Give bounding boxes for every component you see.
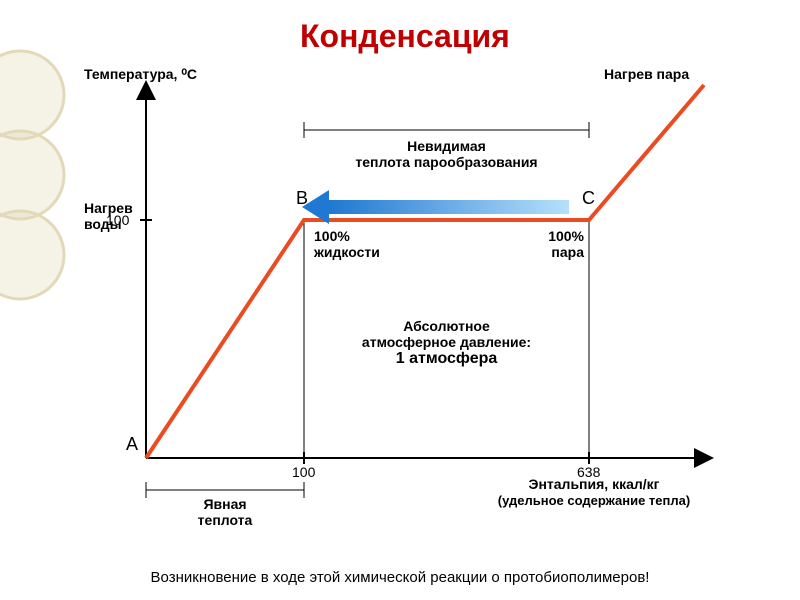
point-c-label: C (582, 188, 595, 209)
sensible-1: Явная (203, 496, 246, 512)
abs-1: Абсолютное (403, 318, 490, 334)
abs-3: 1 атмосфера (396, 350, 498, 367)
y-tick-100-label: 100 (106, 212, 129, 228)
heating-steam-label: Нагрев пара (604, 66, 689, 82)
caption: Возникновение в ходе этой химической реа… (0, 569, 800, 586)
chart-svg (64, 60, 764, 530)
x-axis-title-1: Энтальпия, ккал/кг (529, 476, 660, 492)
sensible-heat-label: Явная теплота (146, 496, 304, 528)
latent-2: теплота парообразования (355, 154, 537, 170)
x-tick-100-label: 100 (292, 464, 315, 480)
steam-2: пара (551, 244, 584, 260)
liquid-2: жидкости (314, 244, 380, 260)
point-b-label: B (296, 188, 308, 209)
steam-label: 100% пара (534, 228, 584, 260)
liquid-label: 100% жидкости (314, 228, 380, 260)
pressure-label: Абсолютное атмосферное давление: 1 атмос… (324, 318, 569, 368)
latent-heat-label: Невидимая теплота парообразования (304, 138, 589, 170)
liquid-1: 100% (314, 228, 350, 244)
x-axis-title-2: (удельное содержание тепла) (498, 493, 690, 508)
latent-1: Невидимая (407, 138, 486, 154)
steam-1: 100% (548, 228, 584, 244)
enthalpy-chart: Температура, ⁰С Нагрев воды 100 A B C На… (64, 60, 764, 530)
abs-2: атмосферное давление: (362, 334, 531, 350)
x-axis-title: Энтальпия, ккал/кг (удельное содержание … (464, 476, 724, 508)
page-title: Конденсация (300, 18, 510, 55)
sensible-2: теплота (198, 512, 253, 528)
y-axis-title: Температура, ⁰С (84, 66, 197, 83)
point-a-label: A (126, 434, 138, 455)
